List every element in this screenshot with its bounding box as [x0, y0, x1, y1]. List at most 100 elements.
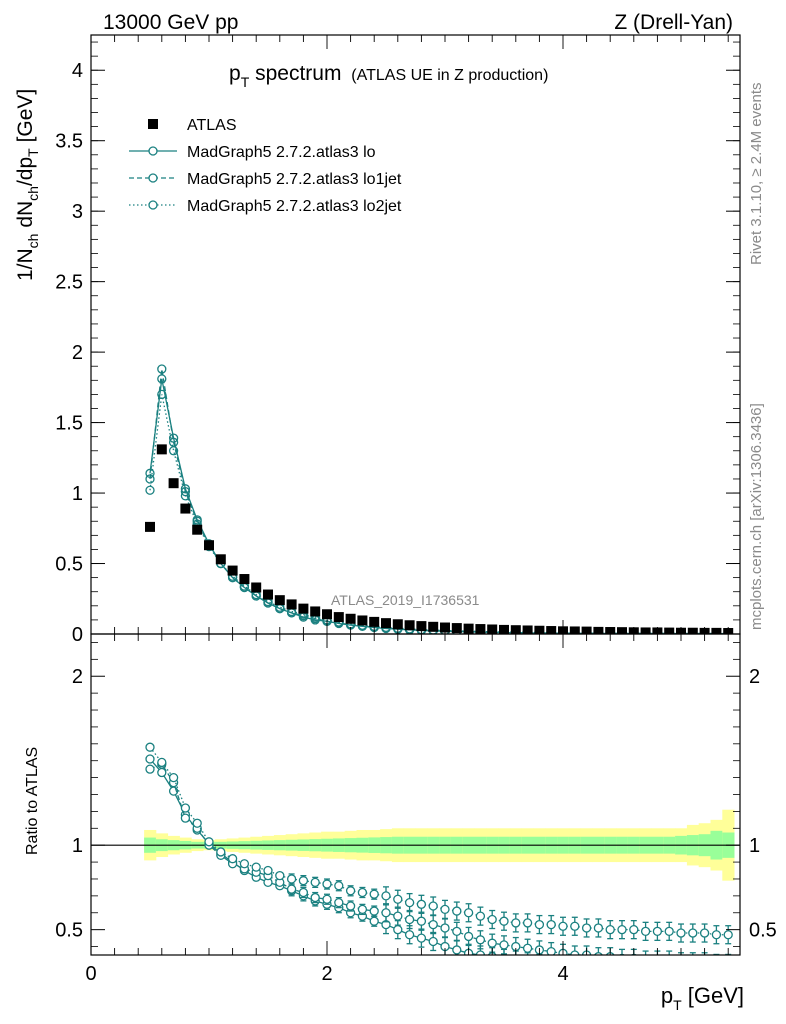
mc-ratio-point-1-30	[499, 940, 509, 950]
ylabel-b-sub: ch	[25, 186, 41, 201]
title-small: (ATLAS UE in Z production)	[351, 67, 548, 84]
top-axes: 0 0.5 1 1.5 2 2.5 3 3.5 4	[55, 35, 740, 646]
bottom-panel: 0.5 0.5 1 1 2 2 0 2 4	[55, 633, 777, 985]
legend-marker-1	[148, 146, 158, 156]
atlas-point-4	[192, 524, 203, 535]
mc-ratio-point-1-22	[404, 914, 415, 925]
mc-ratio-point-1-15	[322, 894, 332, 904]
ylabel-c: /dp	[14, 157, 37, 186]
mc-ratio-point-2-35	[558, 921, 568, 931]
mcplots-label: mcplots.cern.ch [arXiv:1306.3436]	[748, 403, 765, 630]
mc-ratio-point-2-0	[145, 742, 155, 752]
mc-point-top-1-1	[157, 364, 167, 374]
mc-ratio-point-0-1	[157, 767, 167, 778]
mc-ratio-point-2-49	[723, 930, 733, 940]
ratio-data-layer	[145, 742, 733, 976]
atlas-point-14	[310, 606, 321, 617]
bottom-ytick-label-right-1: 1	[749, 835, 760, 857]
plot-title: pT spectrum (ATLAS UE in Z production)	[229, 62, 548, 90]
atlas-point-11	[274, 595, 285, 606]
ylabel-d: [GeV]	[14, 89, 37, 149]
mc-ratio-point-2-14	[310, 877, 320, 888]
atlas-point-32	[522, 625, 533, 634]
atlas-point-19	[369, 616, 380, 627]
bottom-ytick-label-right-0: 0.5	[749, 920, 777, 942]
mc-ratio-point-1-36	[570, 950, 580, 955]
legend-label-2: MadGraph5 2.7.2.atlas3 lo1jet	[187, 171, 402, 188]
mc-ratio-point-1-34	[546, 946, 556, 955]
ylabel-a-sub: ch	[25, 234, 41, 249]
top-ytick-label-8: 4	[72, 60, 83, 82]
atlas-point-24	[428, 621, 439, 632]
mc-ratio-point-2-37	[581, 923, 592, 933]
title-main: spectrum	[249, 62, 341, 85]
atlas-point-44	[664, 627, 675, 634]
legend: ATLAS MadGraph5 2.7.2.atlas3 lo MadGraph5 …	[129, 117, 402, 215]
mc-ratio-point-1-32	[522, 943, 533, 953]
mc-ratio-point-2-34	[546, 919, 556, 930]
mc-ratio-point-2-43	[652, 926, 663, 936]
mc-ratio-point-1-18	[357, 904, 368, 915]
mc-ratio-point-2-33	[534, 919, 545, 930]
mc-ratio-point-0-0	[145, 754, 155, 764]
mc-ratio-point-0-37	[583, 963, 591, 971]
legend-label-1: MadGraph5 2.7.2.atlas3 lo	[187, 144, 376, 161]
atlas-point-22	[404, 620, 415, 631]
mc-ratio-point-2-28	[475, 911, 486, 921]
x-axis-label: pT [GeV]	[661, 983, 744, 1013]
mc-ratio-point-2-5	[204, 837, 214, 847]
mc-ratio-point-0-23	[416, 933, 427, 943]
mc-ratio-point-2-13	[298, 876, 309, 886]
mc-point-top-2-0	[145, 485, 155, 495]
mc-ratio-point-0-41	[630, 966, 638, 974]
bottom-axes: 0.5 0.5 1 1 2 2 0 2 4	[55, 634, 777, 985]
atlas-point-2	[168, 478, 179, 489]
xlabel-rest: [GeV]	[682, 983, 744, 1008]
atlas-point-0	[145, 521, 155, 532]
mc-ratio-point-0-45	[677, 968, 685, 976]
atlas-point-13	[298, 603, 309, 614]
mc-ratio-point-1-14	[310, 892, 320, 903]
mc-ratio-point-0-24	[428, 936, 438, 947]
mc-point-top-1-0	[145, 474, 155, 484]
y-axis-label-top: 1/Nch dNch/dpT [GeV]	[14, 89, 41, 281]
mc-ratio-point-1-44	[665, 956, 673, 964]
mc-ratio-point-0-33	[535, 959, 543, 967]
mc-ratio-point-1-19	[369, 906, 379, 916]
atlas-point-20	[381, 618, 391, 629]
atlas-point-48	[711, 627, 722, 634]
title-p: p	[229, 62, 241, 85]
atlas-point-5	[204, 540, 214, 551]
x-tick-label-0: 0	[85, 963, 96, 985]
top-ytick-label-4: 2	[72, 342, 83, 364]
mc-ratio-point-2-9	[251, 862, 261, 872]
atlas-point-6	[215, 554, 226, 565]
mc-ratio-point-2-46	[688, 928, 698, 938]
atlas-point-30	[499, 624, 509, 634]
mc-ratio-point-2-39	[605, 925, 615, 935]
mc-ratio-point-0-39	[606, 965, 614, 973]
legend-label-3: MadGraph5 2.7.2.atlas3 lo2jet	[187, 198, 402, 215]
atlas-point-38	[593, 626, 604, 634]
mc-ratio-point-1-46	[689, 958, 697, 966]
mc-ratio-point-1-29	[487, 938, 497, 948]
bottom-ytick-label-1: 1	[72, 835, 83, 857]
mc-ratio-point-1-21	[393, 911, 403, 921]
mc-ratio-point-2-25	[440, 904, 450, 915]
mc-ratio-point-1-38	[594, 952, 603, 955]
mc-ratio-point-2-38	[593, 923, 604, 933]
mc-ratio-point-0-36	[571, 963, 579, 971]
top-ytick-label-5: 2.5	[55, 272, 83, 294]
mc-ratio-point-2-10	[263, 865, 273, 876]
top-ytick-label-6: 3	[72, 201, 83, 223]
mc-ratio-point-2-3	[180, 803, 191, 813]
mc-ratio-point-0-43	[653, 966, 661, 974]
atlas-point-3	[180, 503, 191, 514]
mc-ratio-point-0-47	[701, 968, 709, 976]
atlas-point-26	[451, 623, 462, 634]
mc-ratio-point-2-44	[664, 926, 674, 936]
atlas-point-17	[345, 613, 356, 624]
atlas-point-12	[286, 599, 297, 610]
mc-ratio-point-1-49	[724, 959, 732, 967]
mc-ratio-point-0-31	[512, 956, 520, 964]
